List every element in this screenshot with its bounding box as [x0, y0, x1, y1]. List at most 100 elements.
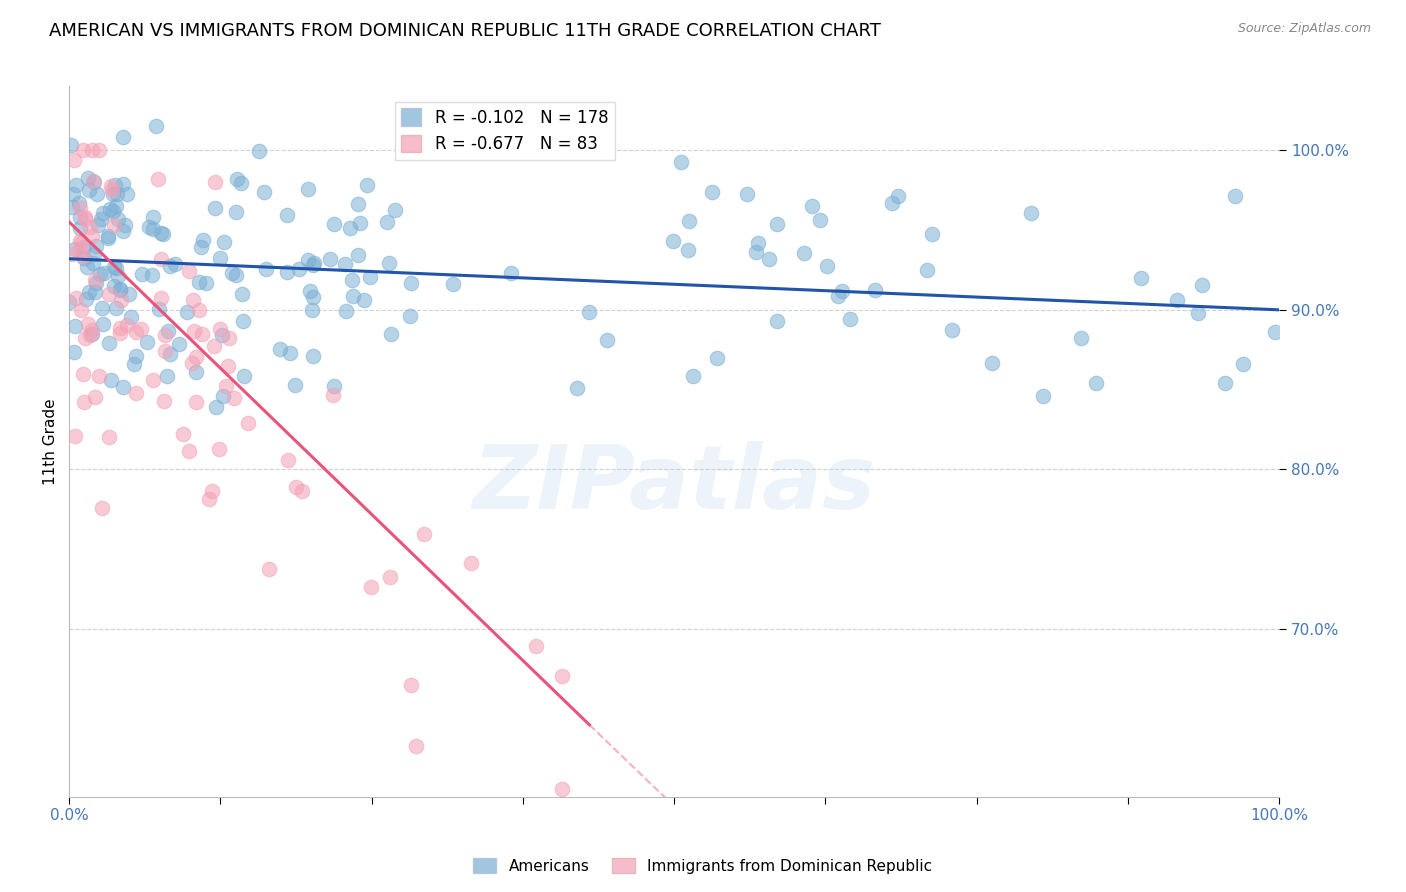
Point [815, 259, 838, 273]
Point [191, 327, 214, 342]
Point [125, 386, 148, 401]
Point [115, 318, 138, 332]
Point [77, 170, 100, 185]
Point [181, 355, 204, 369]
Point [73, 210, 96, 224]
Point [405, 739, 427, 753]
Point [142, 373, 165, 387]
Point [254, 262, 277, 277]
Point [98, 202, 121, 216]
Point [65, 292, 87, 306]
Point [1166, 293, 1188, 308]
Point [208, 442, 231, 457]
Point [335, 257, 357, 271]
Point [105, 301, 128, 315]
Point [887, 188, 910, 202]
Point [84, 285, 107, 299]
Point [197, 492, 219, 507]
Point [565, 381, 588, 395]
Point [100, 178, 122, 193]
Point [80, 229, 103, 244]
Point [73, 240, 96, 254]
Point [301, 349, 323, 363]
Point [129, 322, 152, 336]
Point [287, 262, 309, 277]
Point [72, 249, 94, 263]
Point [104, 198, 127, 212]
Point [82, 174, 104, 188]
Point [225, 205, 247, 219]
Point [69, 221, 91, 235]
Point [69, 210, 91, 224]
Point [551, 669, 574, 683]
Point [159, 347, 181, 361]
Point [765, 314, 787, 328]
Point [80, 327, 103, 342]
Point [231, 177, 253, 191]
Point [111, 177, 134, 191]
Point [84, 277, 107, 291]
Point [702, 185, 724, 199]
Point [60, 200, 83, 214]
Point [318, 252, 340, 266]
Point [302, 259, 325, 273]
Point [60, 137, 83, 152]
Point [187, 303, 209, 318]
Point [70, 302, 93, 317]
Point [118, 287, 141, 301]
Point [84, 238, 107, 252]
Point [69, 201, 91, 215]
Point [146, 172, 169, 186]
Point [181, 293, 204, 307]
Point [108, 282, 131, 296]
Point [340, 273, 363, 287]
Point [221, 266, 243, 280]
Point [863, 283, 886, 297]
Point [678, 213, 700, 227]
Point [801, 199, 824, 213]
Point [349, 216, 371, 230]
Point [142, 210, 165, 224]
Point [353, 293, 375, 307]
Point [808, 213, 831, 227]
Point [706, 351, 728, 365]
Point [1129, 271, 1152, 285]
Point [215, 379, 238, 393]
Point [97, 430, 120, 444]
Point [1263, 325, 1285, 339]
Point [1191, 278, 1213, 293]
Point [90, 500, 112, 515]
Legend: R = -0.102   N = 178, R = -0.677   N = 83: R = -0.102 N = 178, R = -0.677 N = 83 [395, 102, 614, 160]
Point [1019, 205, 1042, 219]
Point [277, 453, 299, 467]
Point [76, 260, 98, 274]
Point [150, 226, 173, 240]
Point [217, 359, 239, 373]
Point [747, 235, 769, 250]
Point [156, 369, 179, 384]
Point [662, 234, 685, 248]
Point [114, 218, 136, 232]
Point [375, 214, 398, 228]
Point [211, 389, 233, 403]
Point [101, 187, 124, 202]
Point [108, 283, 131, 297]
Point [75, 292, 97, 306]
Point [89, 268, 111, 282]
Point [214, 235, 236, 250]
Point [72, 394, 94, 409]
Point [82, 256, 104, 270]
Point [669, 155, 692, 169]
Point [103, 260, 125, 274]
Point [91, 301, 114, 315]
Point [191, 234, 214, 248]
Point [231, 287, 253, 301]
Point [827, 289, 849, 303]
Point [60, 247, 83, 261]
Point [142, 222, 165, 236]
Point [72, 368, 94, 382]
Point [186, 365, 208, 379]
Point [177, 443, 200, 458]
Point [399, 309, 422, 323]
Point [1070, 331, 1092, 345]
